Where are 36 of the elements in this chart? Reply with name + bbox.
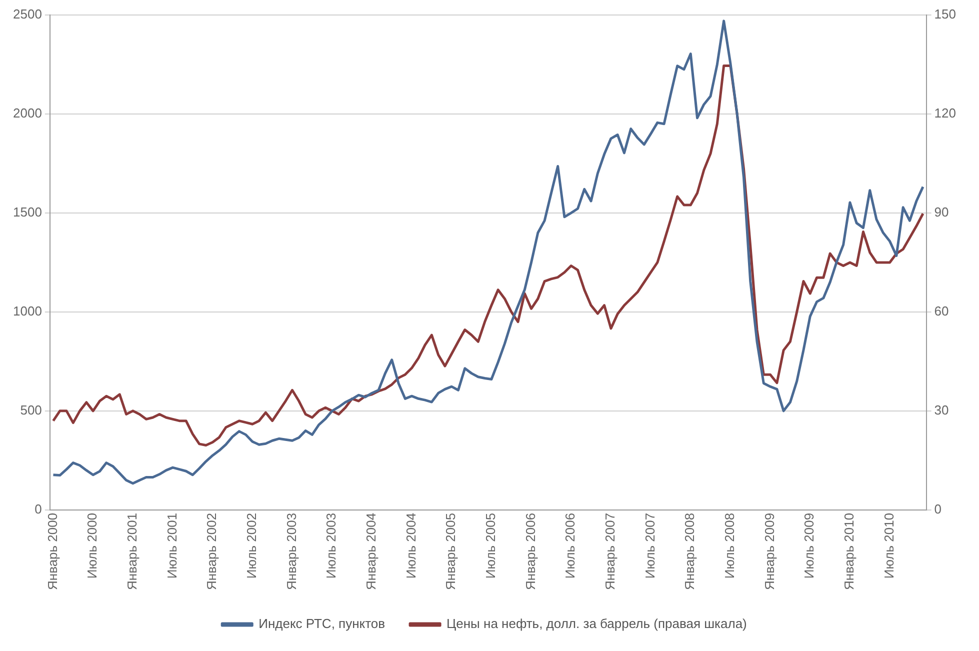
x-tick-label: Июль 2008 xyxy=(722,512,738,579)
y2-tick-label: 30 xyxy=(934,402,949,418)
y2-tick-label: 60 xyxy=(934,304,949,319)
x-tick-label: Январь 2008 xyxy=(682,512,698,590)
x-tick-label: Январь 2010 xyxy=(842,512,857,590)
y2-tick-label: 120 xyxy=(934,106,956,121)
legend-label: Индекс РТС, пунктов xyxy=(258,616,386,632)
x-tick-label: Январь 2004 xyxy=(364,512,379,590)
y2-tick-label: 90 xyxy=(934,204,949,220)
x-tick-label: Июль 2005 xyxy=(483,512,498,579)
x-tick-label: Январь 2007 xyxy=(602,512,618,590)
x-tick-label: Июль 2000 xyxy=(84,512,100,579)
y-tick-label: 2500 xyxy=(13,6,42,22)
x-tick-label: Июль 2001 xyxy=(164,512,180,579)
x-tick-label: Июль 2007 xyxy=(642,512,658,579)
x-tick-label: Январь 2005 xyxy=(443,512,458,590)
y-tick-label: 500 xyxy=(20,402,42,418)
x-tick-label: Июль 2002 xyxy=(244,512,259,579)
x-tick-label: Январь 2001 xyxy=(124,512,140,590)
x-tick-label: Июль 2010 xyxy=(881,512,896,579)
x-tick-label: Январь 2009 xyxy=(762,512,777,590)
x-tick-label: Июль 2006 xyxy=(562,512,578,579)
y-tick-label: 0 xyxy=(34,501,42,516)
x-tick-label: Январь 2000 xyxy=(44,512,60,590)
x-tick-label: Июль 2003 xyxy=(324,512,339,579)
y-tick-label: 2000 xyxy=(13,106,42,121)
y-tick-label: 1500 xyxy=(13,204,42,220)
y-tick-label: 1000 xyxy=(13,304,42,319)
legend-label: Цены на нефть, долл. за баррель (правая шкала) xyxy=(446,616,747,632)
x-tick-label: Январь 2006 xyxy=(522,512,538,590)
y2-tick-label: 150 xyxy=(934,6,956,22)
x-tick-label: Июль 2004 xyxy=(403,512,418,579)
x-tick-label: Январь 2002 xyxy=(204,512,220,590)
y2-tick-label: 0 xyxy=(934,501,942,516)
x-tick-label: Январь 2003 xyxy=(284,512,299,590)
x-tick-label: Июль 2009 xyxy=(802,512,817,579)
